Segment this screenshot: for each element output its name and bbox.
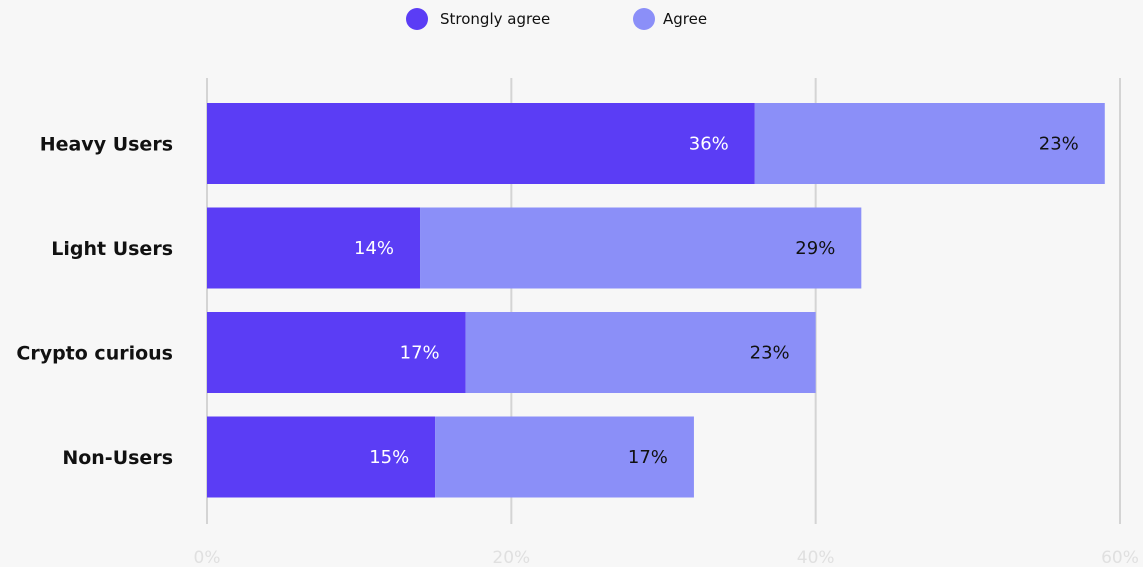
value-label-non-users-strongly-agree: 15% — [369, 447, 409, 468]
x-tick-label-0: 0% — [194, 548, 221, 567]
x-tick-label-20: 20% — [492, 548, 530, 567]
bar-non-users-strongly-agree — [207, 416, 436, 498]
category-label-heavy-users: Heavy Users — [40, 134, 173, 156]
bar-heavy-users-agree — [754, 103, 1105, 184]
x-tick-label-40: 40% — [797, 548, 835, 567]
bar-light-users-agree — [420, 207, 862, 289]
value-labels: 36% 23% 14% 29% 17% 23% 15% 17% — [354, 134, 1079, 469]
value-label-crypto-curious-strongly-agree: 17% — [400, 343, 440, 364]
value-label-non-users-agree: 17% — [628, 447, 668, 468]
bar-crypto-curious-strongly-agree — [207, 312, 466, 393]
bar-non-users-agree — [435, 416, 694, 498]
category-labels: Heavy Users Light Users Crypto curious Non-… — [16, 134, 173, 470]
legend-label-strongly-agree: Strongly agree — [440, 10, 550, 28]
category-label-non-users: Non-Users — [62, 447, 173, 469]
value-label-light-users-agree: 29% — [795, 238, 835, 259]
value-label-heavy-users-agree: 23% — [1039, 134, 1079, 155]
category-label-crypto-curious: Crypto curious — [16, 343, 173, 365]
x-tick-labels: 0% 20% 40% 60% — [194, 548, 1139, 567]
bar-crypto-curious-agree — [465, 312, 816, 393]
bars — [207, 103, 1105, 498]
bar-light-users-strongly-agree — [207, 207, 421, 289]
legend-label-agree: Agree — [663, 10, 707, 28]
bar-heavy-users-strongly-agree — [207, 103, 755, 184]
legend: Strongly agree Agree — [406, 8, 707, 30]
x-tick-label-60: 60% — [1101, 548, 1139, 567]
category-label-light-users: Light Users — [51, 238, 173, 260]
legend-swatch-agree — [633, 8, 655, 30]
legend-swatch-strongly-agree — [406, 8, 428, 30]
value-label-heavy-users-strongly-agree: 36% — [689, 134, 729, 155]
value-label-light-users-strongly-agree: 14% — [354, 238, 394, 259]
value-label-crypto-curious-agree: 23% — [750, 343, 790, 364]
